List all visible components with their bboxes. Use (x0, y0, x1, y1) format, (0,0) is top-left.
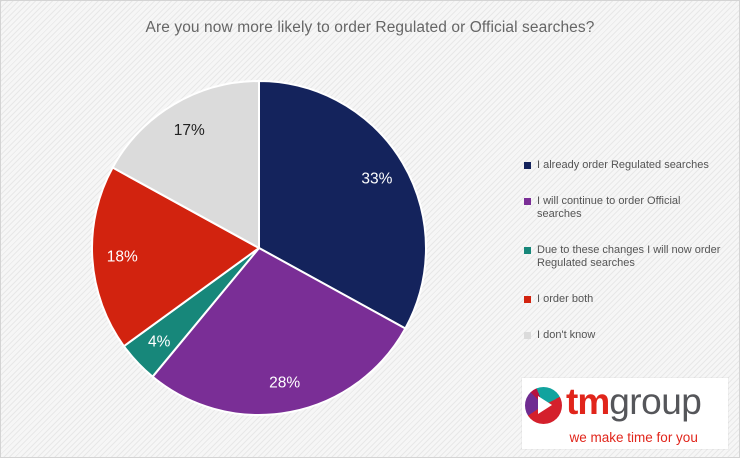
legend-item-3: I order both (524, 293, 732, 306)
legend-item-label: I don't know (537, 329, 596, 341)
tmgroup-logo-icon (525, 387, 562, 424)
pie-data-label-4: 17% (174, 122, 205, 139)
logo-brand-light: group (609, 381, 702, 422)
pie-data-label-0: 33% (361, 170, 392, 187)
logo-brand: tmgroup (566, 381, 702, 430)
legend-swatch (524, 296, 531, 303)
play-icon (538, 396, 552, 414)
pie-slice-4 (111, 80, 260, 249)
legend-item-label: I order both (537, 293, 594, 305)
pie-slice-3 (91, 166, 260, 348)
pie-data-label-3: 18% (107, 249, 138, 266)
pie-data-label-2: 4% (148, 334, 171, 351)
legend-item-2: Due to these changes I will now order Re… (524, 244, 732, 270)
chart-title: Are you now more likely to order Regulat… (145, 19, 595, 36)
logo-brand-bold: tm (566, 381, 610, 422)
pie-slice-1 (151, 247, 407, 416)
legend-item-1: I will continue to order Official search… (524, 195, 732, 221)
chart-legend: I already order Regulated searches I will… (524, 159, 732, 365)
legend-swatch (524, 162, 531, 169)
legend-swatch (524, 198, 531, 205)
legend-item-0: I already order Regulated searches (524, 159, 732, 172)
legend-swatch (524, 247, 531, 254)
legend-swatch (524, 332, 531, 339)
logo-text: tmgroup we make time for you (566, 381, 702, 446)
legend-item-label: I already order Regulated searches (537, 159, 709, 171)
legend-item-label: I will continue to order Official search… (537, 195, 681, 220)
tmgroup-logo: tmgroup we make time for you (522, 378, 728, 449)
pie-data-label-1: 28% (269, 375, 300, 392)
logo-tagline: we make time for you (569, 430, 698, 445)
legend-item-4: I don't know (524, 329, 732, 342)
legend-item-label: Due to these changes I will now order Re… (537, 244, 721, 269)
pie-slice-0 (258, 80, 427, 330)
